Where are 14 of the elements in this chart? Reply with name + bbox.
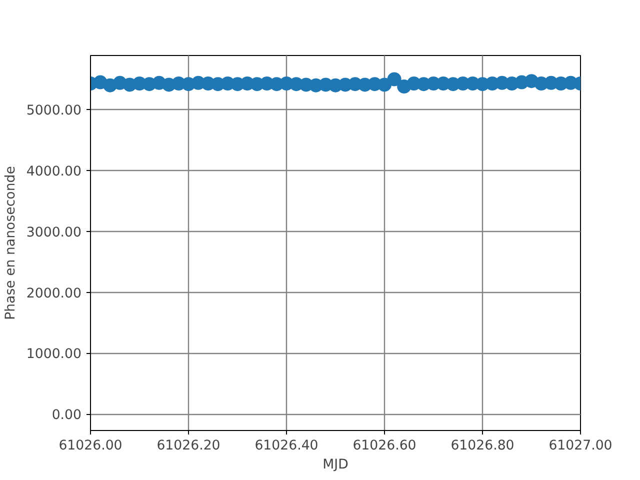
x-axis-title: MJD xyxy=(322,458,348,472)
y-tick-label: 3000.00 xyxy=(26,225,82,240)
x-tick-label: 61026.00 xyxy=(58,438,122,454)
x-tick-label: 61026.60 xyxy=(352,438,416,454)
x-tick-label: 61027.00 xyxy=(548,438,612,454)
y-tick-label: 1000.00 xyxy=(26,347,82,362)
x-tick-label: 61026.20 xyxy=(156,438,220,454)
y-tick-label: 0.00 xyxy=(52,408,82,424)
y-tick-label: 5000.00 xyxy=(26,104,82,119)
x-tick-label: 61026.80 xyxy=(450,438,514,454)
x-tick-label: 61026.40 xyxy=(254,438,318,454)
y-tick-label: 4000.00 xyxy=(26,164,82,180)
y-tick-label: 2000.00 xyxy=(26,286,82,302)
y-axis-title: Phase en nanoseconde xyxy=(3,166,18,320)
